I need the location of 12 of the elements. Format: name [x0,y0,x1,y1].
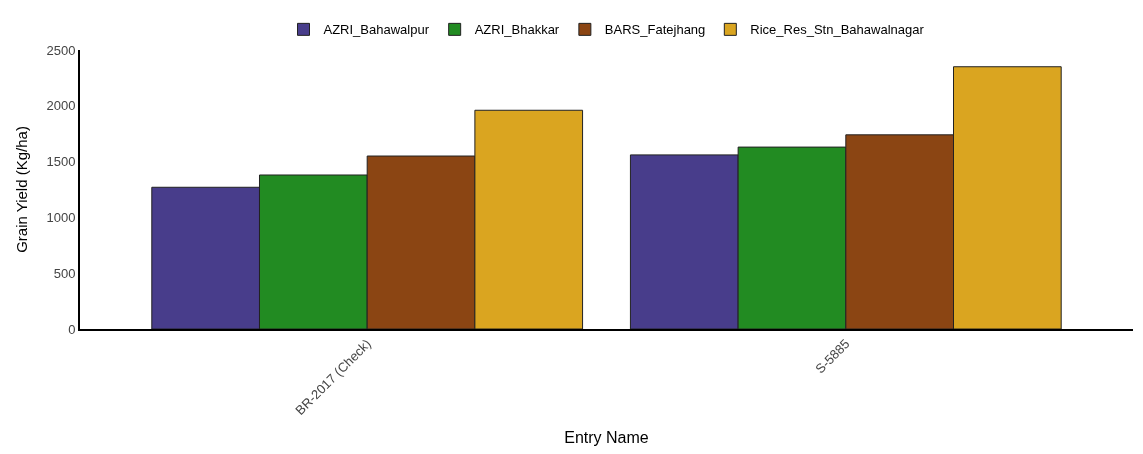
y-tick-label: 2500 [46,42,76,58]
y-tick-label: 500 [53,265,76,281]
y-tick-label: 0 [68,321,76,337]
legend-label: BARS_Fatejhang [604,22,706,38]
y-tick-label: 2000 [46,98,76,114]
y-tick-label: 1500 [46,154,76,170]
legend-label: AZRI_Bahawalpur [323,22,430,38]
y-axis-title: Grain Yield (Kg/ha) [13,126,31,253]
legend-label: AZRI_Bhakkar [474,22,560,38]
legend-label: Rice_Res_Stn_Bahawalnagar [750,22,925,38]
x-axis-title: Entry Name [564,429,649,447]
y-tick-label: 1000 [46,209,76,225]
